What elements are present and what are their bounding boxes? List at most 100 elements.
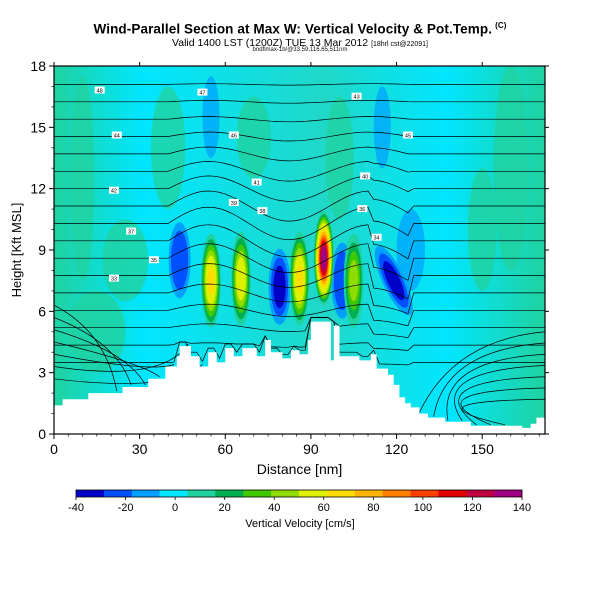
colorbar-segment	[299, 490, 328, 497]
updraft-core	[321, 249, 326, 268]
x-tick-label: 150	[471, 441, 495, 457]
downdraft-core	[171, 230, 189, 290]
contour-label-box	[126, 227, 137, 235]
weak-updraft-patch	[102, 219, 149, 302]
weak-updraft-patch	[467, 168, 497, 291]
isentrope-line	[54, 304, 118, 392]
colorbar-tick-label: 80	[367, 502, 379, 514]
colorbar-segment	[466, 490, 495, 497]
weak-updraft-patch	[71, 76, 94, 281]
isentrope-line	[54, 224, 545, 260]
contour-label: 38	[259, 209, 265, 215]
colorbar-segment	[187, 490, 216, 497]
isentrope-line	[54, 303, 545, 327]
contour-label-box	[94, 86, 105, 94]
x-tick-label: 30	[132, 441, 148, 457]
isentrope-line	[419, 331, 545, 413]
y-tick-label: 6	[38, 303, 46, 319]
x-tick-label: 120	[385, 441, 409, 457]
colorbar-segment	[159, 490, 188, 497]
contour-label: 41	[254, 181, 260, 187]
isentrope-line	[54, 146, 545, 162]
contour-label: 46	[231, 134, 237, 140]
colorbar-segment	[215, 490, 244, 497]
isentrope-line	[54, 317, 545, 351]
y-axis-label: Height [Kft MSL]	[9, 203, 24, 298]
contour-label: 39	[231, 201, 237, 207]
isentrope-line	[54, 317, 132, 386]
isentrope-line	[54, 329, 146, 386]
contour-label: 48	[97, 89, 103, 95]
isentrope-line	[460, 387, 545, 426]
colorbar-segment	[131, 490, 160, 497]
colorbar-segment	[354, 490, 383, 497]
colorbar-tick-label: 40	[268, 502, 280, 514]
isentrope-line	[54, 243, 545, 281]
isentrope-line	[446, 353, 545, 421]
contour-label-box	[257, 207, 268, 215]
contour-label-box	[197, 88, 208, 96]
chart-subtitle: Valid 1400 LST (1200Z) TUE 13 Mar 2012 […	[0, 37, 600, 49]
isentrope-line	[54, 263, 545, 300]
isentrope-line	[54, 100, 545, 104]
isentrope-line	[54, 341, 160, 378]
weak-downdraft-patch	[202, 76, 220, 158]
plot-area: 48 47 43 44 46 45 42 41 40 39 38 37 36 35 34 33	[54, 66, 545, 434]
colorbar-segment	[103, 490, 133, 497]
contour-label-box	[108, 274, 119, 282]
y-tick-label: 9	[38, 242, 46, 258]
contour-label-box	[111, 131, 122, 139]
colorbar-segment	[382, 490, 411, 497]
x-tick-label: 60	[217, 441, 233, 457]
isentrope-line	[54, 283, 545, 315]
contour-label: 40	[362, 174, 368, 180]
updraft-core	[296, 264, 303, 293]
colorbar: -40 -20 0 20 40 60 80 100 120 140	[68, 489, 531, 514]
isentrope-line	[461, 398, 545, 426]
colorbar-segment	[76, 490, 105, 497]
weak-downdraft-patch	[373, 86, 391, 169]
contour-label-box	[228, 131, 239, 139]
colorbar-tick-label: 60	[318, 502, 330, 514]
contour-label-box	[228, 198, 239, 206]
contour-label: 36	[359, 207, 365, 213]
contour-label-box	[148, 256, 159, 264]
contour-label-box	[402, 131, 413, 139]
contour-label: 45	[405, 134, 411, 140]
isentrope-line	[54, 175, 545, 202]
contour-label-box	[360, 172, 371, 180]
colorbar-tick-label: 100	[414, 502, 432, 514]
colorbar-tick-label: 0	[172, 502, 178, 514]
y-tick-label: 15	[30, 119, 46, 135]
colorbar-label: Vertical Velocity [cm/s]	[245, 518, 355, 530]
isentrope-line	[54, 131, 545, 142]
colorbar-tick-label: 20	[219, 502, 231, 514]
x-axis-label: Distance [nm]	[257, 461, 343, 477]
contour-label-box	[108, 186, 119, 194]
colorbar-segment	[438, 490, 467, 497]
isentrope-line	[54, 83, 545, 86]
forecast-hour-text: [18hrl cst@22091]	[371, 41, 428, 48]
contour-label-box	[251, 178, 262, 186]
contour-label: 43	[354, 95, 360, 101]
contour-label-box	[351, 92, 362, 100]
colorbar-segment	[271, 490, 300, 497]
isentrope-line	[54, 317, 545, 338]
contour-label: 37	[128, 230, 134, 236]
colorbar-segment	[494, 490, 523, 497]
contour-label: 35	[151, 258, 157, 264]
updraft-core	[207, 266, 215, 295]
colorbar-tick-label: 120	[463, 502, 481, 514]
contour-label: 47	[199, 91, 205, 97]
isentrope-line	[54, 353, 175, 368]
contour-label: 42	[111, 189, 117, 195]
chart-title: Wind-Parallel Section at Max W: Vertical…	[0, 21, 600, 37]
title-text: Wind-Parallel Section at Max W: Vertical…	[93, 21, 493, 37]
valid-time-text: Valid 1400 LST (1200Z) TUE 13 Mar 2012	[172, 37, 369, 49]
colorbar-tick-label: 140	[513, 502, 531, 514]
colorbar-segment	[243, 490, 272, 497]
colorbar-tick-label: -20	[118, 502, 134, 514]
copyright-mark: (C)	[495, 21, 507, 30]
